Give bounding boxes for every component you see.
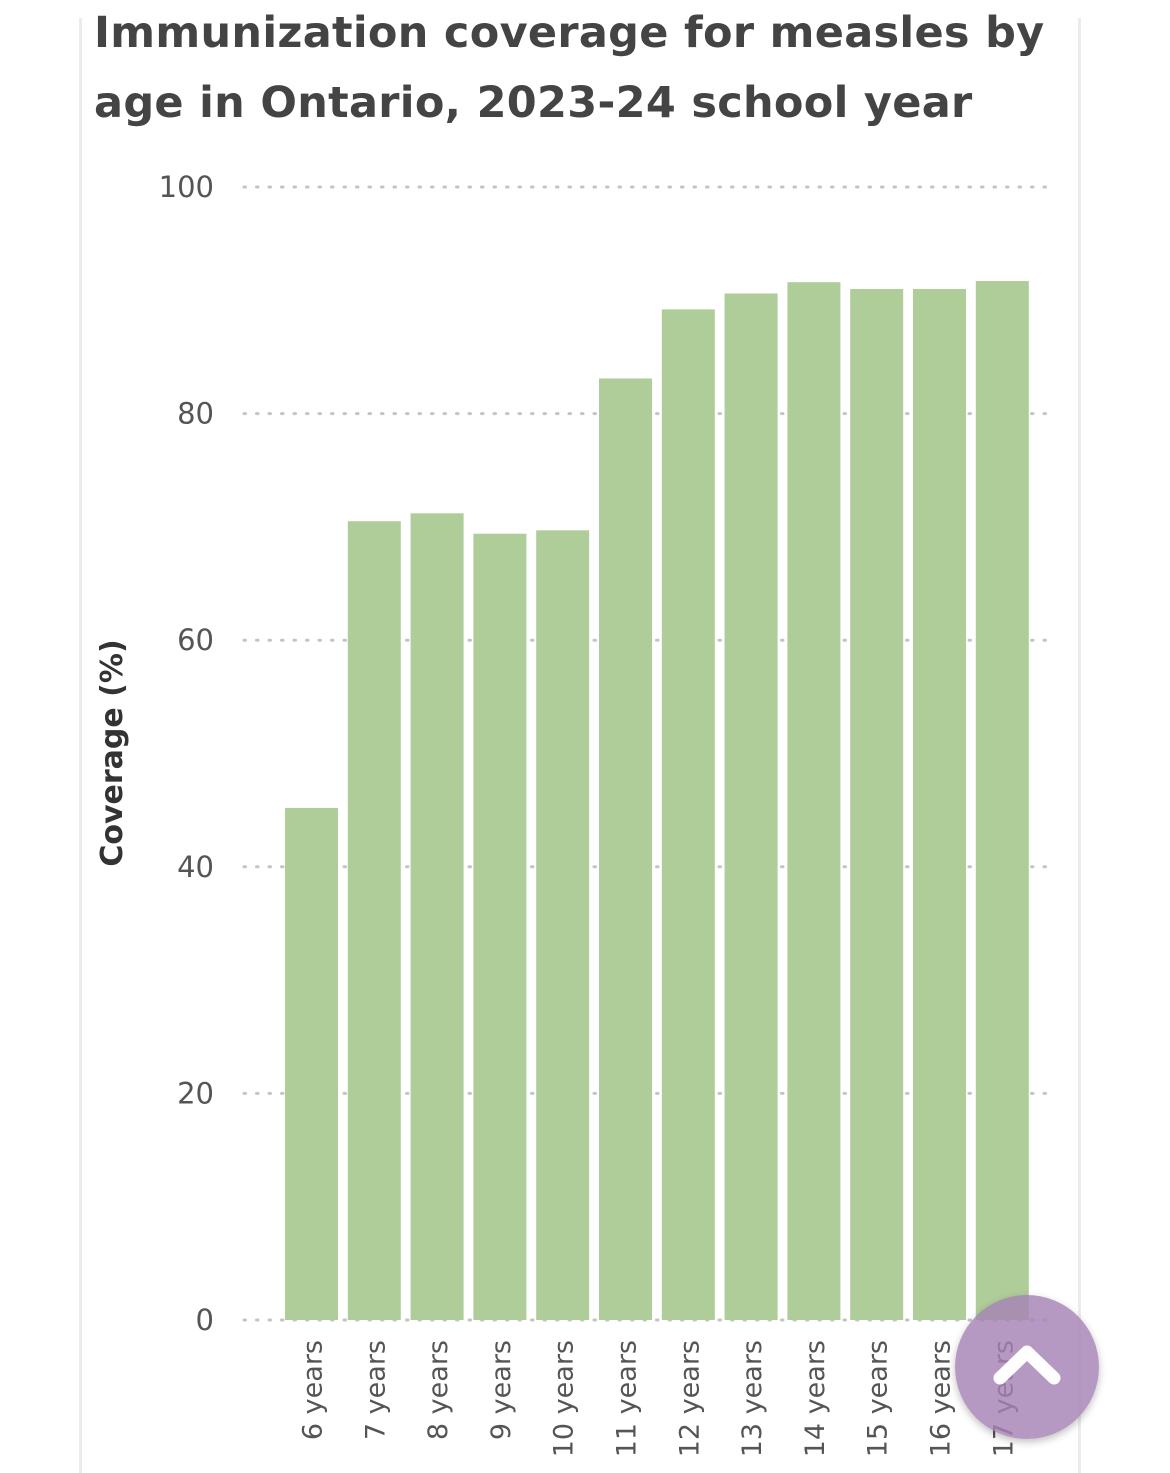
y-tick-label: 80 (177, 397, 214, 431)
bar[interactable] (410, 513, 464, 1320)
chart-title: Immunization coverage for measles by age… (94, 8, 1045, 128)
chart-card (79, 18, 1081, 1473)
x-tick-label: 12 years (674, 1340, 705, 1457)
bar[interactable] (787, 282, 841, 1320)
x-tick-label: 11 years (612, 1340, 643, 1457)
x-tick-label: 10 years (549, 1340, 580, 1457)
x-tick-label: 8 years (423, 1340, 454, 1440)
x-tick-label: 15 years (863, 1340, 894, 1457)
bar[interactable] (285, 807, 338, 1320)
x-axis-labels: 6 years 7 years 8 years 9 years 10 years 11 y… (298, 1340, 1020, 1457)
scroll-to-top-button[interactable] (955, 1295, 1099, 1439)
bars (285, 281, 1029, 1321)
y-axis-title: Coverage (%) (95, 639, 130, 866)
x-tick-label: 13 years (737, 1340, 768, 1457)
y-tick-label: 60 (177, 623, 214, 657)
bar[interactable] (975, 281, 1029, 1320)
bar[interactable] (473, 533, 527, 1320)
x-tick-label: 7 years (360, 1340, 391, 1440)
bar[interactable] (347, 521, 401, 1320)
y-tick-label: 100 (159, 170, 214, 204)
bar[interactable] (661, 309, 715, 1320)
x-tick-label: 14 years (800, 1340, 831, 1457)
x-tick-label: 6 years (298, 1340, 329, 1440)
bar[interactable] (724, 293, 778, 1321)
y-axis-ticks: 0 20 40 60 80 100 (159, 170, 214, 1337)
x-tick-label: 16 years (926, 1340, 957, 1457)
x-tick-label: 9 years (486, 1340, 517, 1440)
y-tick-label: 40 (177, 850, 214, 884)
y-tick-label: 20 (177, 1076, 214, 1110)
bar[interactable] (850, 288, 904, 1321)
chevron-up-icon (993, 1345, 1061, 1385)
y-tick-label: 0 (196, 1303, 214, 1337)
bar[interactable] (599, 378, 652, 1320)
bar[interactable] (913, 288, 966, 1321)
bar[interactable] (536, 530, 590, 1320)
